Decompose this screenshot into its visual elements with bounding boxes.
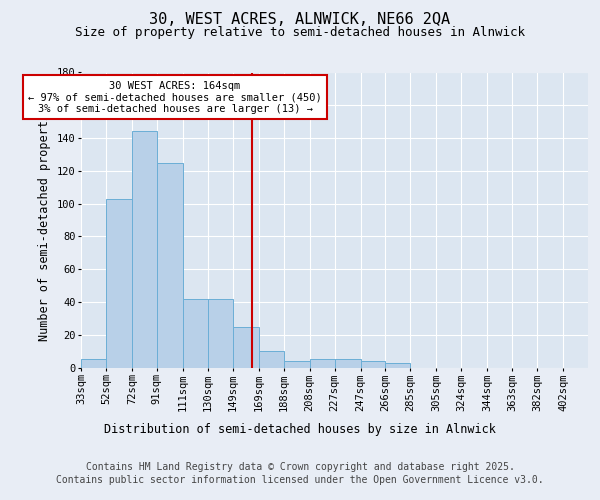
Text: Contains HM Land Registry data © Crown copyright and database right 2025.: Contains HM Land Registry data © Crown c… bbox=[86, 462, 514, 472]
Bar bbox=[259, 351, 284, 368]
Bar bbox=[183, 298, 208, 368]
Bar bbox=[361, 361, 385, 368]
Bar bbox=[310, 360, 335, 368]
Bar bbox=[233, 326, 259, 368]
Text: Distribution of semi-detached houses by size in Alnwick: Distribution of semi-detached houses by … bbox=[104, 422, 496, 436]
Bar bbox=[157, 162, 183, 368]
Text: 30 WEST ACRES: 164sqm
← 97% of semi-detached houses are smaller (450)
3% of semi: 30 WEST ACRES: 164sqm ← 97% of semi-deta… bbox=[28, 80, 322, 114]
Bar bbox=[208, 298, 233, 368]
Text: Contains public sector information licensed under the Open Government Licence v3: Contains public sector information licen… bbox=[56, 475, 544, 485]
Bar bbox=[106, 198, 132, 368]
Bar bbox=[81, 360, 106, 368]
Bar bbox=[335, 360, 361, 368]
Bar bbox=[385, 362, 410, 368]
Text: 30, WEST ACRES, ALNWICK, NE66 2QA: 30, WEST ACRES, ALNWICK, NE66 2QA bbox=[149, 12, 451, 28]
Text: Size of property relative to semi-detached houses in Alnwick: Size of property relative to semi-detach… bbox=[75, 26, 525, 39]
Bar bbox=[284, 361, 310, 368]
Bar bbox=[132, 132, 157, 368]
Y-axis label: Number of semi-detached properties: Number of semi-detached properties bbox=[38, 99, 51, 341]
